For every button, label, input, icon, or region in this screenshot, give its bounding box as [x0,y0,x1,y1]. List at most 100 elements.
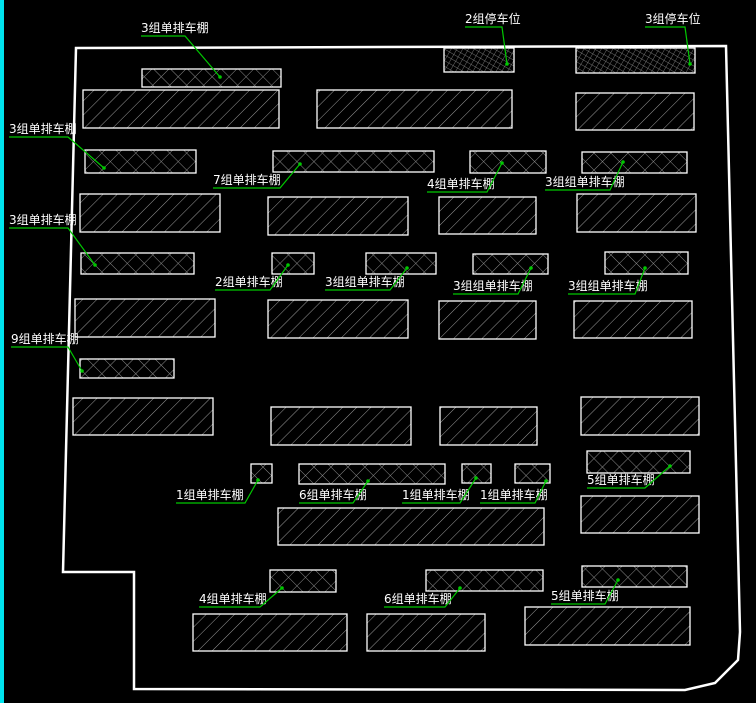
carport [425,569,544,592]
carport-label: 3组组单排车棚 [325,274,405,289]
leader-line [402,477,477,504]
leader-line [325,267,408,291]
leader-dot [474,476,478,480]
leader-dot [366,479,370,483]
carport-label: 3组单排车棚 [9,212,77,227]
building-block [277,507,545,546]
carport [365,252,437,275]
carport-label: 9组单排车棚 [11,331,79,346]
carport-label: 7组单排车棚 [213,172,281,187]
leader-line [427,162,503,193]
parking-area [443,47,515,73]
leader-line [453,267,532,295]
leader-line [384,587,461,608]
leader-line [551,579,619,605]
carport-label: 2组单排车棚 [215,274,283,289]
building-block [580,495,700,534]
carport-label: 3组单排车棚 [141,20,209,35]
leader-dot [280,586,284,590]
carport-label: 4组单排车棚 [199,591,267,606]
carport-label: 3组组单排车棚 [453,278,533,293]
carport [141,68,282,88]
carport-label: 3组单排车棚 [9,121,77,136]
carport [272,150,435,173]
leader-dot [643,266,647,270]
building-block [267,196,409,236]
carport-label: 1组单排车棚 [402,487,470,502]
building-block [438,196,537,235]
leader-dot [458,586,462,590]
carport [514,463,551,484]
building-block [316,89,513,129]
carport-label: 3组组单排车棚 [568,278,648,293]
leader-line [568,267,646,295]
leader-dot [544,479,548,483]
parking-area-label: 2组停车位 [465,11,521,26]
leader-dot [529,266,533,270]
building-block [74,298,216,338]
leader-line [199,587,283,608]
leader-dot [80,369,84,373]
viewport-left-edge [0,0,4,703]
carport-label: 5组单排车棚 [551,588,619,603]
building-block [575,92,695,131]
carport [472,253,549,275]
carport [250,463,273,484]
building-block [79,193,221,233]
building-block [576,193,697,233]
leader-dot [621,160,625,164]
leader-line [480,480,547,504]
building-block [82,89,280,129]
carport-label: 6组单排车棚 [299,487,367,502]
building-block [192,613,348,652]
carport [469,150,547,174]
building-block [366,613,486,652]
carport [604,251,689,275]
carport [298,463,446,485]
building-block [524,606,691,646]
leader-line [545,161,624,191]
leader-dot [102,166,106,170]
leader-dot [286,263,290,267]
leader-dot [405,266,409,270]
building-block [573,300,693,339]
leader-line [9,136,105,169]
leader-dot [256,478,260,482]
carport [586,450,691,474]
leader-line [141,35,221,78]
carport-label: 4组单排车棚 [427,176,495,191]
carport-label: 6组单排车棚 [384,591,452,606]
leader-line [299,480,369,504]
leader-line [9,227,96,266]
carport [271,252,315,275]
building-block [580,396,700,436]
leader-line [11,346,83,372]
leader-dot [505,62,509,66]
leader-dot [218,75,222,79]
carport [581,151,688,174]
building-block [270,406,412,446]
parking-area [575,47,696,74]
leader-dot [616,578,620,582]
site-boundary [61,44,742,692]
parking-area-label: 3组停车位 [645,11,701,26]
carport-label: 3组组单排车棚 [545,174,625,189]
leader-line [465,26,508,65]
carport [269,569,337,593]
leader-dot [93,263,97,267]
carport-label: 1组单排车棚 [176,487,244,502]
leader-line [215,264,289,291]
leader-dot [298,162,302,166]
carport-label: 1组单排车棚 [480,487,548,502]
carport [84,149,197,174]
building-block [439,406,538,446]
building-block [267,299,409,339]
leader-dot [500,161,504,165]
leader-line [213,163,301,189]
leader-line [587,465,671,489]
carport [581,565,688,588]
leader-dot [688,62,692,66]
carport [80,252,195,275]
